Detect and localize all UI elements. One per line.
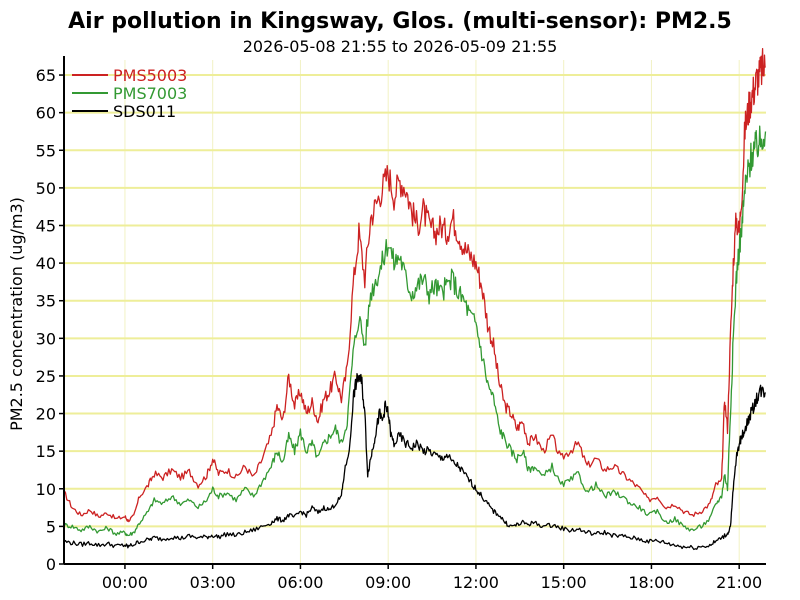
axes: [63, 56, 766, 565]
y-tick-label-3: 15: [36, 442, 56, 461]
legend-label-sds011: SDS011: [113, 102, 176, 121]
x-axis-ticks: 00:00 03:00 06:00 09:00 12:00 15:00 18:00 21:00: [102, 564, 762, 592]
y-tick-label-9: 45: [36, 216, 56, 235]
x-tick-label-5: 15:00: [541, 573, 587, 592]
y-tick-label-7: 35: [36, 292, 56, 311]
x-tick-label-2: 06:00: [277, 573, 323, 592]
x-tick-label-1: 03:00: [190, 573, 236, 592]
grid: [64, 60, 766, 564]
series-layer: [63, 48, 767, 551]
y-tick-label-0: 0: [46, 555, 56, 574]
y-tick-label-8: 40: [36, 254, 56, 273]
chart-subtitle: 2026-05-08 21:55 to 2026-05-09 21:55: [243, 37, 558, 56]
series-line-pms7003: [63, 125, 767, 537]
legend-label-pms5003: PMS5003: [113, 66, 187, 85]
y-tick-label-13: 65: [36, 66, 56, 85]
y-tick-label-11: 55: [36, 141, 56, 160]
y-tick-label-5: 25: [36, 367, 56, 386]
legend-label-pms7003: PMS7003: [113, 84, 187, 103]
x-tick-label-0: 00:00: [102, 573, 148, 592]
y-tick-label-2: 10: [36, 480, 56, 499]
x-tick-label-4: 12:00: [453, 573, 499, 592]
series-line-sds011: [63, 373, 767, 551]
y-axis-label: PM2.5 concentration (ug/m3): [7, 197, 26, 431]
y-tick-label-10: 50: [36, 179, 56, 198]
chart-title: Air pollution in Kingsway, Glos. (multi-…: [68, 9, 732, 34]
x-tick-label-3: 09:00: [365, 573, 411, 592]
x-tick-label-6: 18:00: [628, 573, 674, 592]
y-axis-ticks: 0 5 10 15 20 25 30 35 40 45 50 55 60 65: [36, 66, 64, 574]
y-tick-label-12: 60: [36, 104, 56, 123]
y-tick-label-6: 30: [36, 329, 56, 348]
x-tick-label-7: 21:00: [716, 573, 762, 592]
y-tick-label-1: 5: [46, 517, 56, 536]
y-tick-label-4: 20: [36, 405, 56, 424]
series-line-pms5003: [63, 48, 767, 523]
